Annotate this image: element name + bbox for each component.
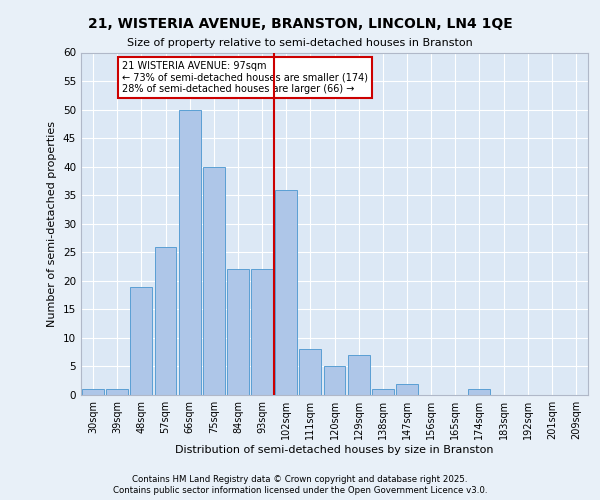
Bar bbox=[372, 390, 394, 395]
Bar bbox=[348, 355, 370, 395]
Bar bbox=[396, 384, 418, 395]
X-axis label: Distribution of semi-detached houses by size in Branston: Distribution of semi-detached houses by … bbox=[175, 444, 494, 454]
Bar bbox=[251, 270, 273, 395]
Text: 21 WISTERIA AVENUE: 97sqm
← 73% of semi-detached houses are smaller (174)
28% of: 21 WISTERIA AVENUE: 97sqm ← 73% of semi-… bbox=[122, 61, 368, 94]
Bar bbox=[227, 270, 249, 395]
Bar bbox=[275, 190, 297, 395]
Bar bbox=[179, 110, 200, 395]
Text: Contains HM Land Registry data © Crown copyright and database right 2025.: Contains HM Land Registry data © Crown c… bbox=[132, 475, 468, 484]
Text: Size of property relative to semi-detached houses in Branston: Size of property relative to semi-detach… bbox=[127, 38, 473, 48]
Bar bbox=[155, 246, 176, 395]
Bar bbox=[106, 390, 128, 395]
Bar bbox=[130, 286, 152, 395]
Y-axis label: Number of semi-detached properties: Number of semi-detached properties bbox=[47, 120, 58, 327]
Bar bbox=[203, 166, 224, 395]
Bar bbox=[299, 350, 321, 395]
Bar bbox=[323, 366, 346, 395]
Text: Contains public sector information licensed under the Open Government Licence v3: Contains public sector information licen… bbox=[113, 486, 487, 495]
Text: 21, WISTERIA AVENUE, BRANSTON, LINCOLN, LN4 1QE: 21, WISTERIA AVENUE, BRANSTON, LINCOLN, … bbox=[88, 18, 512, 32]
Bar bbox=[82, 390, 104, 395]
Bar bbox=[469, 390, 490, 395]
